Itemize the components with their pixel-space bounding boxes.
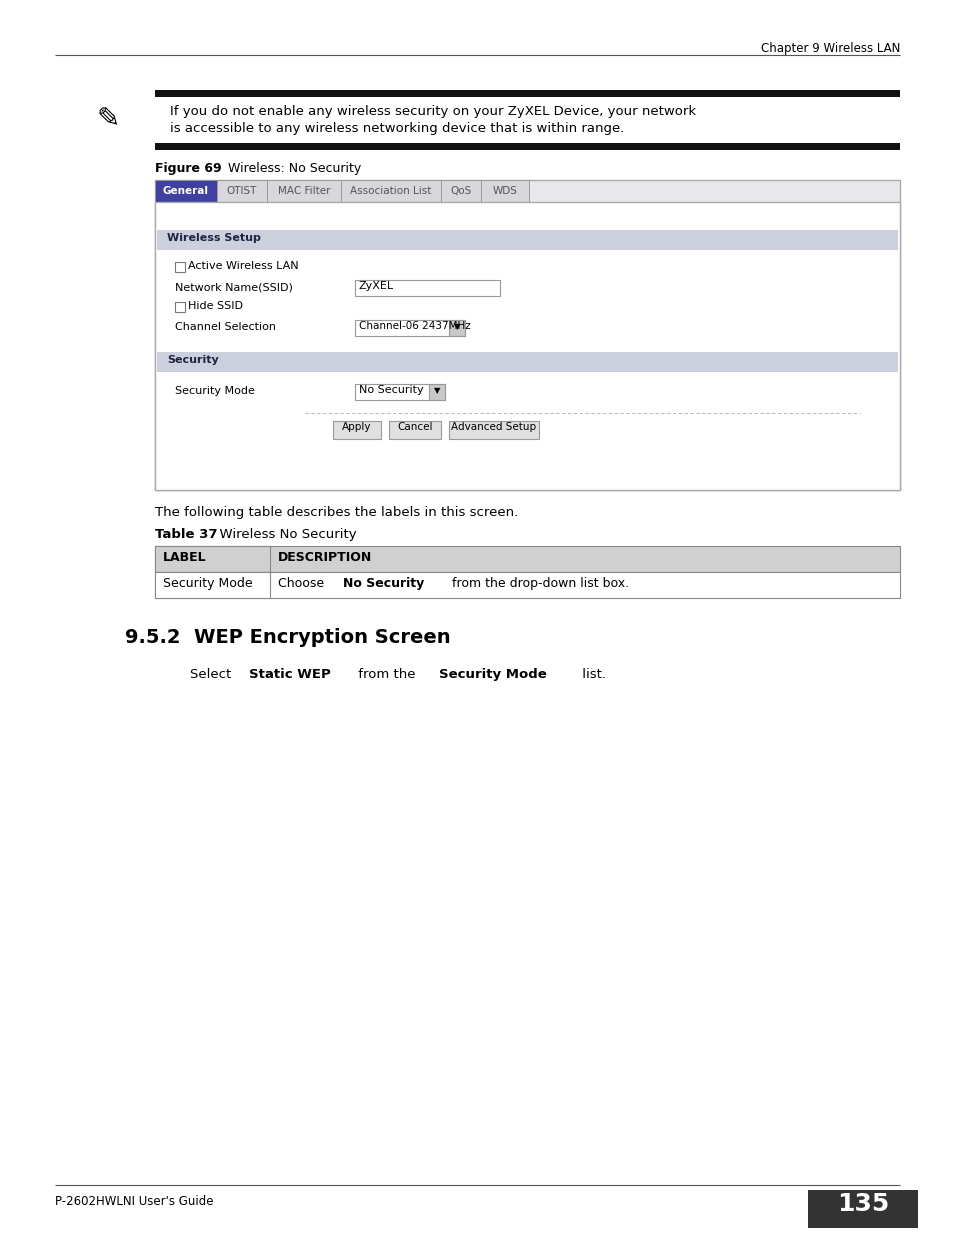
Text: Network Name(SSID): Network Name(SSID) [174,282,293,291]
Text: The following table describes the labels in this screen.: The following table describes the labels… [154,506,517,519]
Text: Advanced Setup: Advanced Setup [451,422,536,432]
Text: No Security: No Security [358,385,423,395]
FancyBboxPatch shape [154,572,899,598]
Text: P-2602HWLNI User's Guide: P-2602HWLNI User's Guide [55,1195,213,1208]
Text: Static WEP: Static WEP [249,668,330,680]
FancyBboxPatch shape [157,230,897,249]
Text: Active Wireless LAN: Active Wireless LAN [188,261,298,270]
Text: Wireless: No Security: Wireless: No Security [220,162,361,175]
Text: ✎: ✎ [96,105,119,133]
Text: Security Mode: Security Mode [174,387,254,396]
FancyBboxPatch shape [480,180,529,203]
FancyBboxPatch shape [267,180,340,203]
Text: Channel-06 2437MHz: Channel-06 2437MHz [358,321,470,331]
Text: from the: from the [354,668,419,680]
FancyBboxPatch shape [154,180,216,203]
Text: Security: Security [167,354,218,366]
Text: from the drop-down list box.: from the drop-down list box. [447,577,628,590]
Text: Choose: Choose [277,577,328,590]
Text: WDS: WDS [492,186,517,196]
FancyBboxPatch shape [355,320,464,336]
FancyBboxPatch shape [333,421,380,438]
FancyBboxPatch shape [154,203,899,490]
FancyBboxPatch shape [154,143,899,149]
Text: OTIST: OTIST [227,186,257,196]
Text: MAC Filter: MAC Filter [277,186,330,196]
Text: Association List: Association List [350,186,432,196]
Text: Wireless Setup: Wireless Setup [167,233,260,243]
Text: DESCRIPTION: DESCRIPTION [277,551,372,564]
FancyBboxPatch shape [154,90,899,98]
Text: Apply: Apply [342,422,372,432]
FancyBboxPatch shape [449,320,464,336]
Text: If you do not enable any wireless security on your ZyXEL Device, your network: If you do not enable any wireless securi… [170,105,696,119]
FancyBboxPatch shape [154,572,270,598]
FancyBboxPatch shape [449,421,538,438]
FancyBboxPatch shape [174,303,185,312]
FancyBboxPatch shape [157,352,897,372]
Text: Channel Selection: Channel Selection [174,322,275,332]
Text: ▼: ▼ [434,387,439,395]
Text: Hide SSID: Hide SSID [188,301,243,311]
Text: Chapter 9 Wireless LAN: Chapter 9 Wireless LAN [760,42,899,56]
FancyBboxPatch shape [340,180,440,203]
FancyBboxPatch shape [807,1191,917,1228]
FancyBboxPatch shape [355,280,499,296]
FancyBboxPatch shape [154,546,270,572]
Text: ▼: ▼ [454,322,459,331]
FancyBboxPatch shape [154,546,899,572]
Text: No Security: No Security [342,577,423,590]
Text: Figure 69: Figure 69 [154,162,221,175]
Text: Security Mode: Security Mode [163,577,253,590]
Text: 135: 135 [836,1192,888,1216]
FancyBboxPatch shape [174,262,185,272]
Text: ZyXEL: ZyXEL [358,282,394,291]
Text: list.: list. [578,668,605,680]
Text: 9.5.2  WEP Encryption Screen: 9.5.2 WEP Encryption Screen [125,629,450,647]
Text: Wireless No Security: Wireless No Security [211,529,356,541]
Text: Security Mode: Security Mode [438,668,546,680]
FancyBboxPatch shape [389,421,440,438]
Text: QoS: QoS [450,186,471,196]
Text: Table 37: Table 37 [154,529,217,541]
FancyBboxPatch shape [154,180,899,490]
FancyBboxPatch shape [429,384,444,400]
Text: General: General [163,186,209,196]
Text: Cancel: Cancel [396,422,433,432]
Text: LABEL: LABEL [163,551,207,564]
Text: Select: Select [190,668,235,680]
Text: is accessible to any wireless networking device that is within range.: is accessible to any wireless networking… [170,122,623,135]
FancyBboxPatch shape [216,180,267,203]
FancyBboxPatch shape [355,384,444,400]
FancyBboxPatch shape [440,180,480,203]
